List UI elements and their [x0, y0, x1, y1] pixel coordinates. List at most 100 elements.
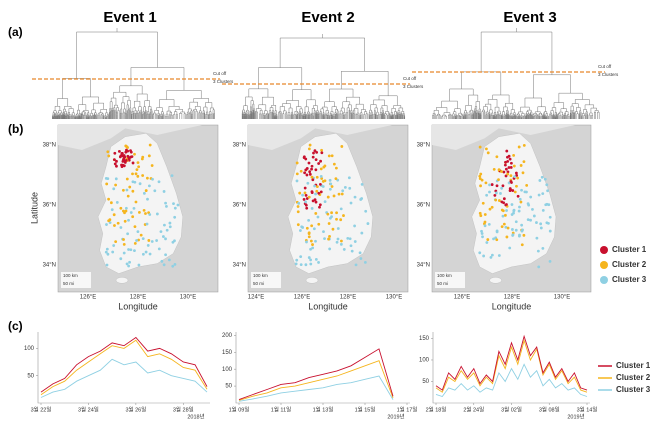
station-dot: [124, 158, 128, 162]
station-dot: [314, 168, 318, 172]
station-dot: [297, 201, 301, 205]
series-line: [238, 360, 394, 401]
scale-label: 50 mi: [253, 281, 264, 286]
station-dot: [304, 168, 308, 172]
station-dot: [323, 164, 327, 168]
station-dot: [330, 215, 333, 219]
station-dot: [296, 210, 300, 214]
series-line: [40, 358, 208, 398]
station-dot: [295, 179, 299, 183]
station-dot: [145, 222, 149, 226]
station-dot: [505, 209, 508, 212]
cutoff-label: 3 Clusters: [403, 84, 424, 89]
lat-tick-label: 38°N: [417, 143, 430, 149]
lat-tick-label: 36°N: [233, 203, 246, 209]
station-dot: [310, 175, 314, 179]
station-dot: [527, 203, 531, 207]
station-dot: [350, 249, 354, 253]
series-line: [435, 363, 588, 398]
scale-label: 50 mi: [63, 281, 74, 286]
station-dot: [478, 145, 482, 149]
lat-tick-label: 38°N: [233, 143, 246, 149]
station-dot: [330, 211, 333, 215]
station-dot: [148, 252, 152, 256]
longitude-label: Longitude: [492, 301, 532, 311]
station-dot: [135, 239, 138, 242]
station-dot: [314, 212, 318, 215]
station-dot: [315, 175, 319, 179]
station-dot: [485, 193, 489, 197]
station-dot: [315, 185, 319, 189]
station-dot: [505, 203, 508, 206]
station-dot: [121, 188, 125, 192]
station-dot: [505, 235, 509, 239]
station-dot: [304, 263, 308, 267]
station-dot: [314, 158, 318, 162]
station-dot: [517, 145, 521, 149]
station-dot: [111, 250, 115, 254]
station-dot: [354, 263, 358, 267]
station-dot: [478, 251, 482, 255]
station-dot: [147, 184, 151, 188]
station-dot: [119, 206, 123, 210]
station-dot: [359, 198, 363, 201]
station-dot: [544, 203, 548, 207]
station-dot: [360, 231, 364, 235]
station-dot: [162, 263, 166, 267]
lat-tick-label: 34°N: [417, 263, 430, 269]
dendrogram-branches: [241, 34, 406, 119]
station-dot: [513, 175, 516, 179]
station-dot: [501, 209, 505, 213]
station-dot: [131, 172, 134, 176]
x-tick-label: 1월 11일: [271, 405, 291, 413]
lat-tick-label: 36°N: [43, 203, 56, 209]
station-dot: [480, 178, 484, 182]
series-line: [40, 336, 208, 393]
station-dot: [506, 159, 510, 163]
station-dot: [142, 208, 146, 212]
station-dot: [295, 172, 299, 176]
x-tick-label: 1월 09일: [229, 405, 250, 413]
station-dot: [113, 224, 116, 227]
station-dot: [342, 248, 346, 251]
x-tick-label: 3월 02일: [501, 405, 522, 413]
station-dot: [509, 174, 513, 178]
station-dot: [536, 249, 540, 253]
station-dot: [311, 243, 314, 246]
station-dot: [318, 183, 322, 186]
station-dot: [146, 244, 150, 247]
station-dot: [490, 183, 494, 186]
station-dot: [334, 177, 338, 181]
station-dot: [535, 236, 539, 240]
legend-label: Cluster 2: [616, 373, 651, 382]
station-dot: [141, 252, 145, 256]
map-island: [489, 277, 502, 284]
station-dot: [114, 183, 118, 187]
series-line: [238, 375, 394, 402]
station-dot: [512, 164, 516, 168]
station-dot: [305, 197, 309, 200]
station-dot: [488, 190, 491, 194]
lon-tick-label: 130°E: [554, 295, 570, 301]
station-dot: [531, 207, 534, 211]
station-dot: [105, 182, 109, 186]
station-dot: [335, 217, 338, 221]
station-dot: [514, 171, 518, 175]
station-dot: [122, 156, 126, 160]
station-dot: [141, 237, 145, 241]
year-label: 2018년: [187, 412, 204, 420]
station-dot: [133, 225, 137, 229]
y-tick-label: 100: [222, 367, 233, 373]
station-dot: [336, 227, 340, 230]
station-dot: [172, 202, 175, 206]
station-dot: [307, 256, 311, 259]
scale-label: 100 km: [437, 273, 452, 278]
station-dot: [517, 209, 521, 213]
lon-tick-label: 124°E: [248, 295, 264, 301]
station-dot: [312, 151, 315, 155]
y-tick-label: 100: [419, 358, 430, 364]
station-dot: [299, 255, 303, 259]
station-dot: [339, 207, 343, 211]
station-dot: [315, 189, 319, 193]
station-dot: [488, 207, 492, 211]
